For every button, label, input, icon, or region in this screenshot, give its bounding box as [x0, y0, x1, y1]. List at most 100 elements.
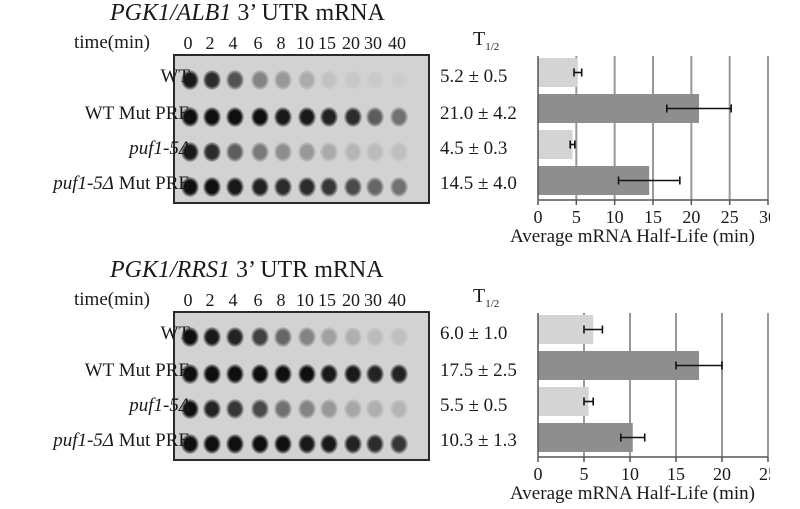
blot-band — [226, 107, 244, 127]
row-label: puf1-5Δ — [129, 138, 190, 160]
blot-band — [366, 434, 384, 454]
blot-band — [344, 364, 362, 384]
timepoint-label: 2 — [205, 33, 215, 53]
blot-band — [226, 327, 244, 347]
blot-band — [344, 434, 362, 454]
blot-band — [203, 107, 221, 127]
x-axis-title: Average mRNA Half-Life (min) — [510, 226, 755, 247]
row-label: WT — [160, 66, 190, 88]
blot-band — [181, 399, 199, 419]
row-label: WT Mut PRE — [85, 360, 190, 382]
blot-band — [366, 177, 384, 197]
blot-band — [344, 142, 362, 162]
chart-container: 0 5 10 15 20 25 30 — [520, 56, 777, 243]
x-axis-title: Average mRNA Half-Life (min) — [510, 483, 755, 504]
blot-band — [320, 107, 338, 127]
blot-band — [251, 434, 269, 454]
half-life-bar-chart: 0 5 10 15 20 25 30 — [534, 56, 777, 227]
row-label-name: WT — [160, 66, 190, 87]
blot-band — [181, 327, 199, 347]
row-label-suffix: Mut PRE — [113, 430, 190, 451]
blot-band — [226, 177, 244, 197]
thalf-header: T1/2 — [473, 28, 499, 53]
half-life-bar-chart: 0 5 10 15 20 25 — [534, 313, 777, 484]
blot-band — [181, 107, 199, 127]
blot-band — [298, 70, 316, 90]
thalf-value: 5.2 ± 0.5 — [440, 66, 508, 87]
timepoint-label: 30 — [364, 290, 382, 310]
blot-band — [251, 364, 269, 384]
blot-band — [320, 177, 338, 197]
x-tick-label: 15 — [667, 464, 685, 484]
row-label-suffix: Mut PRE — [113, 173, 190, 194]
x-tick-label: 20 — [713, 464, 731, 484]
blot-band — [298, 434, 316, 454]
blot-band — [320, 364, 338, 384]
blot-band — [203, 434, 221, 454]
row-label-suffix: WT Mut PRE — [84, 360, 190, 381]
blot-band — [203, 327, 221, 347]
timepoint-label: 8 — [276, 290, 286, 310]
timepoint-label: 6 — [253, 33, 263, 53]
thalf-header-sub: 1/2 — [485, 298, 500, 310]
blot-band — [390, 399, 408, 419]
blot-band — [251, 70, 269, 90]
blot-band — [390, 364, 408, 384]
time-label: time(min) — [74, 289, 150, 310]
time-label: time(min) — [74, 32, 150, 53]
x-tick-label: 15 — [644, 207, 662, 227]
panel-title: PGK1/ALB1 3’ UTR mRNA — [110, 0, 385, 27]
x-tick-label: 5 — [580, 464, 589, 484]
northern-blot — [173, 311, 430, 461]
blot-band — [366, 142, 384, 162]
x-tick-label: 10 — [621, 464, 639, 484]
blot-band — [226, 142, 244, 162]
blot-band — [298, 399, 316, 419]
blot-band — [251, 399, 269, 419]
blot-band — [181, 70, 199, 90]
timepoint-label: 8 — [276, 33, 286, 53]
thalf-value: 4.5 ± 0.3 — [440, 138, 508, 159]
timepoint-label: 4 — [228, 33, 238, 53]
blot-band — [203, 70, 221, 90]
bar-1 — [538, 58, 578, 87]
blot-band — [203, 399, 221, 419]
row-label-name: WT — [160, 323, 190, 344]
timepoint-label: 20 — [342, 33, 360, 53]
timepoint-label: 30 — [364, 33, 382, 53]
blot-band — [390, 70, 408, 90]
blot-band — [390, 177, 408, 197]
panel-1: PGK1/ALB1 3’ UTR mRNA time(min) 0 2 4 6 8 10 15 2… — [0, 0, 800, 252]
blot-band — [344, 327, 362, 347]
row-label-italic: puf1-5Δ — [129, 395, 190, 416]
blot-band — [344, 70, 362, 90]
timepoint-label: 4 — [228, 290, 238, 310]
panel-title: PGK1/RRS1 3’ UTR mRNA — [110, 257, 384, 284]
thalf-value: 6.0 ± 1.0 — [440, 323, 508, 344]
blot-band — [274, 434, 292, 454]
blot-band — [274, 70, 292, 90]
blot-band — [320, 70, 338, 90]
blot-band — [390, 142, 408, 162]
blot-band — [251, 107, 269, 127]
x-tick-label: 20 — [682, 207, 700, 227]
blot-band — [320, 399, 338, 419]
row-label-italic: puf1-5Δ — [53, 430, 114, 451]
blot-band — [226, 70, 244, 90]
bar-3 — [538, 387, 589, 416]
blot-band — [390, 327, 408, 347]
title-rest: 3’ UTR mRNA — [231, 0, 385, 26]
row-label-italic: puf1-5Δ — [129, 138, 190, 159]
x-tick-label: 25 — [759, 464, 770, 484]
timepoint-label: 0 — [183, 290, 193, 310]
blot-band — [181, 364, 199, 384]
blot-band — [366, 70, 384, 90]
bar-4 — [538, 423, 633, 452]
timepoint-label: 15 — [318, 33, 336, 53]
blot-band — [226, 364, 244, 384]
row-label: WT Mut PRE — [85, 103, 190, 125]
thalf-value: 21.0 ± 4.2 — [440, 103, 517, 124]
row-label-italic: puf1-5Δ — [53, 173, 114, 194]
blot-band — [226, 434, 244, 454]
blot-band — [320, 327, 338, 347]
